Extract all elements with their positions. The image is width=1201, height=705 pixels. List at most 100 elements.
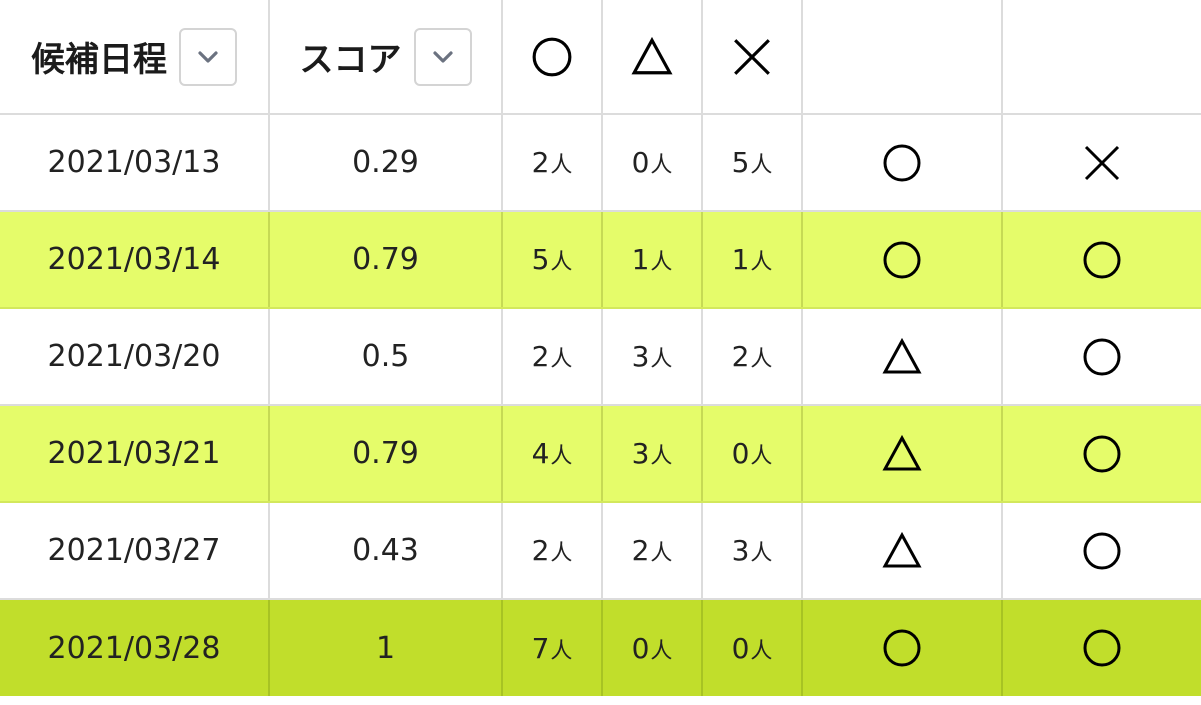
maybe-count: 1 bbox=[631, 243, 650, 276]
ng-count-cell: 0人 bbox=[702, 405, 803, 503]
ok-count-header bbox=[502, 0, 603, 115]
date-column-label: 候補日程 bbox=[31, 40, 167, 80]
score-text: 0.79 bbox=[352, 436, 419, 471]
date-cell: 2021/03/27 bbox=[0, 502, 270, 600]
circle-icon bbox=[1082, 337, 1122, 377]
table-row[interactable]: 2021/03/14 0.79 5人 1人 1人 bbox=[0, 211, 1201, 309]
triangle-icon bbox=[882, 337, 922, 377]
maybe-count: 2 bbox=[631, 534, 650, 567]
score-text: 1 bbox=[375, 630, 396, 666]
triangle-icon bbox=[882, 434, 922, 474]
score-text: 0.43 bbox=[352, 533, 419, 568]
ok-count-cell: 2人 bbox=[502, 502, 603, 600]
date-text: 2021/03/14 bbox=[47, 242, 221, 277]
maybe-count-cell: 3人 bbox=[602, 405, 703, 503]
circle-icon bbox=[882, 240, 922, 280]
maybe-count-header bbox=[602, 0, 703, 115]
ok-count-cell: 5人 bbox=[502, 211, 603, 309]
maybe-count: 0 bbox=[631, 146, 650, 179]
score-cell: 0.5 bbox=[269, 308, 503, 406]
unit-label: 人 bbox=[650, 541, 673, 566]
participant-1-cell[interactable] bbox=[802, 405, 1003, 503]
circle-icon bbox=[1082, 628, 1122, 668]
ok-count: 4 bbox=[531, 437, 550, 470]
unit-label: 人 bbox=[550, 638, 573, 664]
unit-label: 人 bbox=[550, 541, 573, 566]
ok-count-cell: 2人 bbox=[502, 308, 603, 406]
participant-1-cell[interactable] bbox=[802, 211, 1003, 309]
unit-label: 人 bbox=[650, 638, 673, 664]
score-cell: 0.79 bbox=[269, 405, 503, 503]
ng-count-cell: 3人 bbox=[702, 502, 803, 600]
date-cell: 2021/03/13 bbox=[0, 114, 270, 212]
unit-label: 人 bbox=[750, 444, 773, 469]
cross-icon bbox=[731, 36, 773, 78]
score-sort-button[interactable] bbox=[413, 27, 472, 86]
participant-2-cell[interactable] bbox=[1002, 405, 1201, 503]
unit-label: 人 bbox=[750, 347, 773, 372]
unit-label: 人 bbox=[750, 638, 773, 664]
table-row[interactable]: 2021/03/13 0.29 2人 0人 5人 bbox=[0, 114, 1201, 212]
unit-label: 人 bbox=[550, 250, 573, 275]
ng-count: 3 bbox=[731, 534, 750, 567]
table-row[interactable]: 2021/03/27 0.43 2人 2人 3人 bbox=[0, 502, 1201, 600]
score-column-label: スコア bbox=[299, 40, 402, 80]
table-row[interactable]: 2021/03/20 0.5 2人 3人 2人 bbox=[0, 308, 1201, 406]
circle-icon bbox=[1082, 531, 1122, 571]
maybe-count-cell: 0人 bbox=[602, 599, 703, 696]
triangle-icon bbox=[882, 531, 922, 571]
date-text: 2021/03/21 bbox=[47, 436, 221, 471]
ok-count: 5 bbox=[531, 243, 550, 276]
maybe-count: 0 bbox=[631, 631, 650, 665]
score-text: 0.29 bbox=[352, 145, 419, 180]
maybe-count-cell: 0人 bbox=[602, 114, 703, 212]
maybe-count-cell: 2人 bbox=[602, 502, 703, 600]
ng-count: 1 bbox=[731, 243, 750, 276]
ok-count: 2 bbox=[531, 534, 550, 567]
score-text: 0.79 bbox=[352, 242, 419, 277]
participant-1-cell[interactable] bbox=[802, 114, 1003, 212]
date-text: 2021/03/13 bbox=[47, 145, 221, 180]
score-cell: 1 bbox=[269, 599, 503, 696]
circle-icon bbox=[1082, 240, 1122, 280]
participant-2-header bbox=[1002, 0, 1201, 115]
participant-2-cell[interactable] bbox=[1002, 502, 1201, 600]
date-sort-button[interactable] bbox=[179, 27, 237, 86]
ng-count-cell: 0人 bbox=[702, 599, 803, 696]
ok-count-cell: 4人 bbox=[502, 405, 603, 503]
participant-1-cell[interactable] bbox=[802, 599, 1003, 696]
cross-icon bbox=[1082, 143, 1122, 183]
score-column-header: スコア bbox=[269, 0, 503, 115]
unit-label: 人 bbox=[550, 347, 573, 372]
participant-2-cell[interactable] bbox=[1002, 114, 1201, 212]
triangle-icon bbox=[631, 36, 673, 78]
ng-count: 2 bbox=[731, 340, 750, 373]
participant-2-cell[interactable] bbox=[1002, 211, 1201, 309]
ok-count: 2 bbox=[531, 146, 550, 179]
date-cell: 2021/03/20 bbox=[0, 308, 270, 406]
unit-label: 人 bbox=[650, 250, 673, 275]
score-cell: 0.43 bbox=[269, 502, 503, 600]
participant-1-cell[interactable] bbox=[802, 308, 1003, 406]
ng-count-cell: 2人 bbox=[702, 308, 803, 406]
table-row[interactable]: 2021/03/21 0.79 4人 3人 0人 bbox=[0, 405, 1201, 503]
unit-label: 人 bbox=[650, 347, 673, 372]
score-text: 0.5 bbox=[361, 339, 410, 374]
participant-2-cell[interactable] bbox=[1002, 308, 1201, 406]
unit-label: 人 bbox=[750, 541, 773, 566]
chevron-down-icon bbox=[432, 50, 453, 63]
maybe-count: 3 bbox=[631, 340, 650, 373]
ng-count-header bbox=[702, 0, 803, 115]
participant-2-cell[interactable] bbox=[1002, 599, 1201, 696]
ng-count-cell: 1人 bbox=[702, 211, 803, 309]
ok-count: 2 bbox=[531, 340, 550, 373]
chevron-down-icon bbox=[198, 50, 218, 63]
header-row: 候補日程 スコア bbox=[0, 0, 1201, 115]
table-row[interactable]: 2021/03/28 1 7人 0人 0人 bbox=[0, 599, 1201, 696]
ng-count: 5 bbox=[731, 146, 750, 179]
date-text: 2021/03/20 bbox=[47, 339, 221, 374]
ng-count-cell: 5人 bbox=[702, 114, 803, 212]
date-text: 2021/03/27 bbox=[47, 533, 221, 568]
participant-1-cell[interactable] bbox=[802, 502, 1003, 600]
